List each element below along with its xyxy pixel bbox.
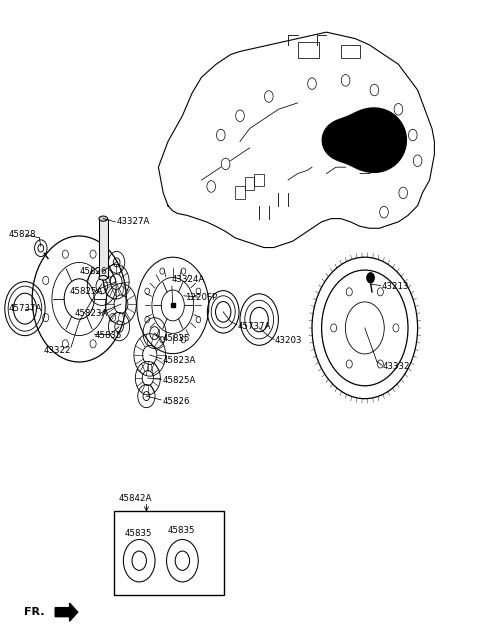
Ellipse shape bbox=[99, 275, 108, 280]
Bar bbox=[114, 511, 224, 595]
Text: 43332: 43332 bbox=[383, 362, 410, 371]
Text: 45826: 45826 bbox=[162, 397, 190, 406]
Text: 45737A: 45737A bbox=[9, 304, 42, 313]
Bar bbox=[341, 45, 360, 58]
Text: 45842A: 45842A bbox=[119, 494, 153, 503]
Text: 45825A: 45825A bbox=[70, 287, 103, 296]
Bar bbox=[298, 42, 319, 58]
Bar bbox=[245, 177, 254, 190]
Text: 45828: 45828 bbox=[9, 230, 36, 239]
Ellipse shape bbox=[99, 216, 108, 221]
Text: 45823A: 45823A bbox=[162, 356, 196, 365]
Text: 43324A: 43324A bbox=[172, 275, 205, 284]
Text: FR.: FR. bbox=[24, 607, 45, 617]
Text: 1220FP: 1220FP bbox=[185, 293, 217, 302]
Text: 45835: 45835 bbox=[125, 529, 152, 538]
Text: 45825A: 45825A bbox=[162, 376, 196, 385]
Bar bbox=[235, 186, 245, 199]
Circle shape bbox=[367, 273, 374, 283]
Text: 43327A: 43327A bbox=[117, 217, 150, 226]
Text: 45835: 45835 bbox=[94, 331, 121, 340]
Bar bbox=[99, 219, 108, 278]
Polygon shape bbox=[322, 108, 407, 172]
Text: 45835: 45835 bbox=[162, 334, 190, 343]
Text: 45835: 45835 bbox=[168, 526, 195, 535]
Text: 45823A: 45823A bbox=[74, 309, 108, 318]
Text: 43203: 43203 bbox=[275, 336, 302, 345]
Bar bbox=[254, 174, 264, 186]
Text: 43213: 43213 bbox=[382, 282, 409, 291]
Text: 45737A: 45737A bbox=[238, 322, 271, 331]
Polygon shape bbox=[55, 603, 78, 621]
Text: 43322: 43322 bbox=[43, 346, 71, 355]
Text: 45826: 45826 bbox=[79, 267, 107, 276]
